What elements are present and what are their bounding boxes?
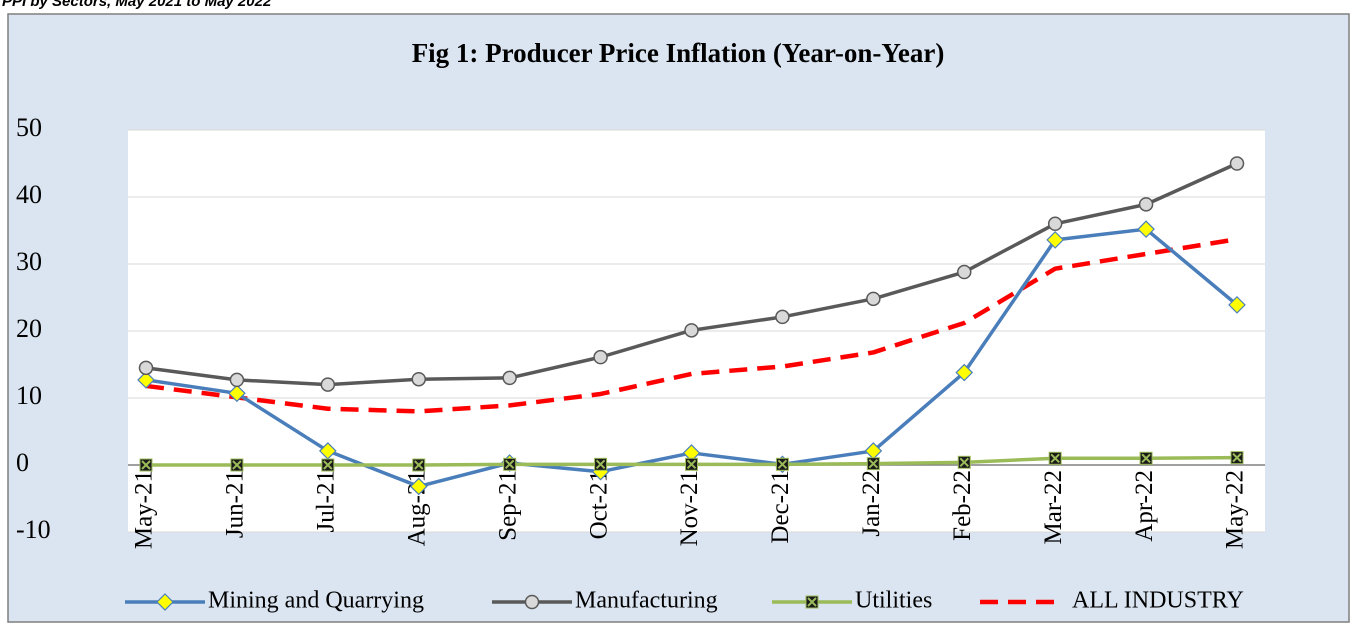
marker <box>1047 216 1063 232</box>
marker-cross <box>323 460 333 470</box>
x-tick-label: May-21 <box>131 470 158 549</box>
marker <box>156 593 174 611</box>
marker <box>955 363 974 382</box>
x-tick-label: Dec-21 <box>767 470 794 544</box>
marker <box>320 377 336 392</box>
marker-cross <box>1141 453 1151 464</box>
y-tick-label: 50 <box>16 113 42 142</box>
marker <box>1137 220 1155 239</box>
legend-label: Manufacturing <box>575 588 718 614</box>
marker-cross <box>1050 453 1060 464</box>
x-tick-label: Feb-22 <box>949 470 976 541</box>
marker-cross <box>414 460 424 470</box>
marker <box>1230 451 1244 465</box>
marker <box>957 455 971 469</box>
marker <box>503 457 517 471</box>
y-tick-label: 30 <box>16 247 42 276</box>
legend-label: ALL INDUSTRY <box>1072 588 1244 614</box>
x-tick-label: Apr-22 <box>1131 470 1158 542</box>
marker <box>775 309 790 325</box>
caption: PPI by Sectors, May 2021 to May 2022 <box>2 0 272 10</box>
marker <box>1138 197 1154 212</box>
legend-item: ALL INDUSTRY <box>980 588 1244 614</box>
marker <box>593 349 608 365</box>
x-tick-label: Jul-21 <box>313 470 340 533</box>
marker <box>137 371 155 389</box>
marker <box>594 457 608 471</box>
x-tick-label: May-22 <box>1222 470 1249 549</box>
marker-cross <box>686 459 697 470</box>
marker <box>230 458 244 472</box>
marker <box>412 458 426 472</box>
chart-title: Fig 1: Producer Price Inflation (Year-on… <box>412 38 945 68</box>
marker <box>502 370 517 386</box>
marker <box>866 291 881 307</box>
marker <box>409 477 428 496</box>
y-tick-label: 20 <box>16 314 42 343</box>
marker <box>411 371 426 387</box>
marker-cross <box>141 460 151 470</box>
marker <box>138 360 154 376</box>
legend-label: Mining and Quarrying <box>208 588 424 614</box>
x-tick-label: Oct-21 <box>585 470 612 539</box>
x-tick-label: Sep-21 <box>494 470 521 541</box>
y-tick-label: 40 <box>16 180 42 209</box>
marker <box>1228 296 1246 314</box>
marker-cross <box>807 597 817 607</box>
marker <box>1139 451 1153 465</box>
x-tick-label: Nov-21 <box>676 470 703 546</box>
y-tick-label: -10 <box>16 515 51 544</box>
marker <box>1048 451 1062 465</box>
series-line <box>145 236 1238 414</box>
y-tick-label: 10 <box>16 381 42 410</box>
marker-cross <box>959 457 969 468</box>
marker <box>775 457 789 471</box>
marker-cross <box>595 459 606 470</box>
marker-cross <box>777 459 788 470</box>
marker <box>684 323 699 338</box>
marker <box>685 457 698 471</box>
marker-cross <box>868 458 879 469</box>
legend-item: Manufacturing <box>492 588 718 614</box>
y-tick-label: 0 <box>16 448 29 477</box>
marker <box>321 458 335 472</box>
marker <box>866 457 880 471</box>
marker <box>805 595 819 609</box>
x-tick-label: Jan-22 <box>858 470 885 537</box>
marker <box>139 458 153 472</box>
marker-cross <box>504 459 515 470</box>
marker <box>1046 231 1065 249</box>
legend-item: Mining and Quarrying <box>125 588 424 614</box>
marker <box>229 372 245 388</box>
marker-cross <box>232 460 242 470</box>
marker <box>228 384 246 403</box>
marker <box>524 594 540 610</box>
x-tick-label: Jun-21 <box>222 470 249 538</box>
x-tick-label: Mar-22 <box>1040 470 1067 544</box>
marker <box>957 264 972 280</box>
marker-cross <box>1232 452 1242 463</box>
legend-label: Utilities <box>855 588 932 614</box>
legend-item: Utilities <box>772 588 932 614</box>
marker <box>1229 156 1245 171</box>
